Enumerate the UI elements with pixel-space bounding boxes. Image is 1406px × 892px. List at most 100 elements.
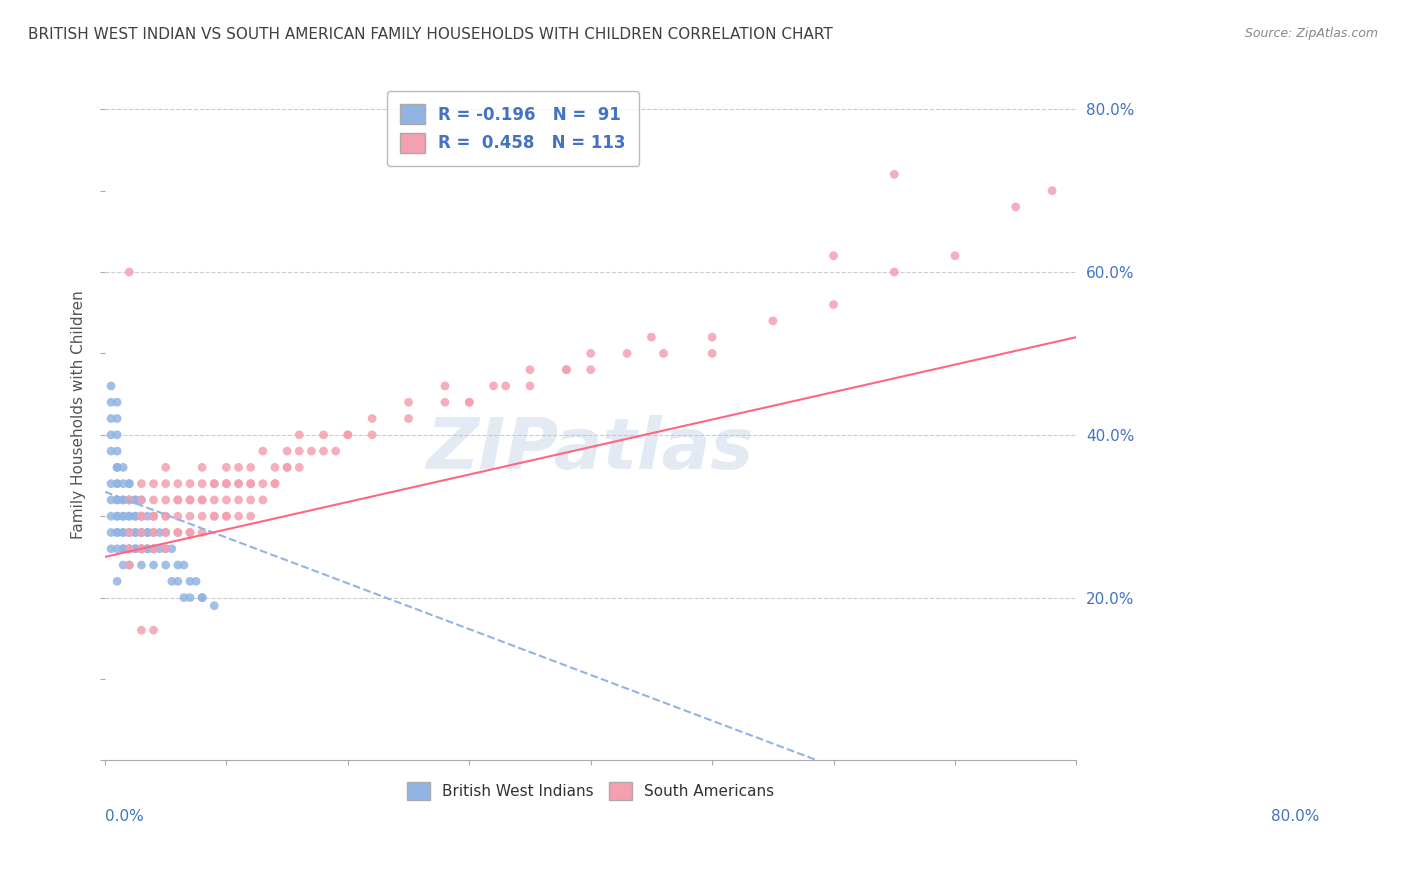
Point <box>118 541 141 556</box>
Point <box>124 509 146 524</box>
Point <box>252 476 274 491</box>
Point <box>136 541 159 556</box>
Point <box>555 362 578 376</box>
Point <box>118 492 141 507</box>
Point <box>118 541 141 556</box>
Point <box>616 346 638 360</box>
Point <box>149 525 172 540</box>
Point <box>160 574 183 589</box>
Point <box>166 492 188 507</box>
Point <box>124 509 146 524</box>
Point <box>191 509 214 524</box>
Point <box>112 558 135 572</box>
Point <box>112 476 135 491</box>
Point <box>398 395 420 409</box>
Point <box>215 476 238 491</box>
Point <box>142 541 165 556</box>
Point <box>215 509 238 524</box>
Text: 80.0%: 80.0% <box>1271 809 1319 824</box>
Point <box>100 492 122 507</box>
Point <box>131 623 153 637</box>
Point <box>1004 200 1026 214</box>
Point <box>823 249 845 263</box>
Point <box>100 476 122 491</box>
Point <box>202 476 225 491</box>
Point <box>136 525 159 540</box>
Point <box>131 525 153 540</box>
Point <box>191 525 214 540</box>
Point <box>136 541 159 556</box>
Point <box>239 509 262 524</box>
Point <box>700 346 723 360</box>
Point <box>191 591 214 605</box>
Point <box>105 411 128 425</box>
Point <box>105 492 128 507</box>
Point <box>579 362 602 376</box>
Point <box>112 460 135 475</box>
Point <box>1040 184 1063 198</box>
Point <box>823 297 845 311</box>
Point <box>100 444 122 458</box>
Point <box>142 509 165 524</box>
Point <box>136 509 159 524</box>
Point <box>336 427 359 442</box>
Point <box>166 574 188 589</box>
Point <box>112 492 135 507</box>
Point <box>112 509 135 524</box>
Point <box>105 460 128 475</box>
Point <box>131 509 153 524</box>
Point <box>299 444 322 458</box>
Point <box>105 476 128 491</box>
Point <box>288 444 311 458</box>
Point <box>482 379 505 393</box>
Point <box>202 599 225 613</box>
Point <box>202 509 225 524</box>
Point <box>105 525 128 540</box>
Point <box>142 509 165 524</box>
Point <box>179 574 201 589</box>
Point <box>112 509 135 524</box>
Point <box>105 427 128 442</box>
Point <box>202 492 225 507</box>
Y-axis label: Family Households with Children: Family Households with Children <box>72 290 86 539</box>
Point <box>191 476 214 491</box>
Point <box>155 509 177 524</box>
Point <box>118 476 141 491</box>
Point <box>155 460 177 475</box>
Point <box>131 525 153 540</box>
Point <box>228 460 250 475</box>
Point <box>215 476 238 491</box>
Point <box>179 509 201 524</box>
Point <box>458 395 481 409</box>
Point <box>142 492 165 507</box>
Point <box>179 525 201 540</box>
Point <box>136 525 159 540</box>
Point <box>276 460 298 475</box>
Point <box>288 460 311 475</box>
Point <box>118 525 141 540</box>
Point <box>142 558 165 572</box>
Point <box>239 476 262 491</box>
Point <box>118 525 141 540</box>
Point <box>100 525 122 540</box>
Legend: British West Indians, South Americans: British West Indians, South Americans <box>399 774 782 808</box>
Point <box>202 476 225 491</box>
Text: Source: ZipAtlas.com: Source: ZipAtlas.com <box>1244 27 1378 40</box>
Point <box>166 558 188 572</box>
Point <box>131 558 153 572</box>
Point <box>105 509 128 524</box>
Point <box>105 492 128 507</box>
Point <box>184 574 207 589</box>
Point <box>118 476 141 491</box>
Point <box>228 476 250 491</box>
Point <box>166 525 188 540</box>
Point <box>166 509 188 524</box>
Point <box>495 379 517 393</box>
Point <box>228 509 250 524</box>
Point <box>179 525 201 540</box>
Point <box>361 427 384 442</box>
Point <box>762 314 785 328</box>
Point <box>100 427 122 442</box>
Point <box>325 444 347 458</box>
Point <box>179 492 201 507</box>
